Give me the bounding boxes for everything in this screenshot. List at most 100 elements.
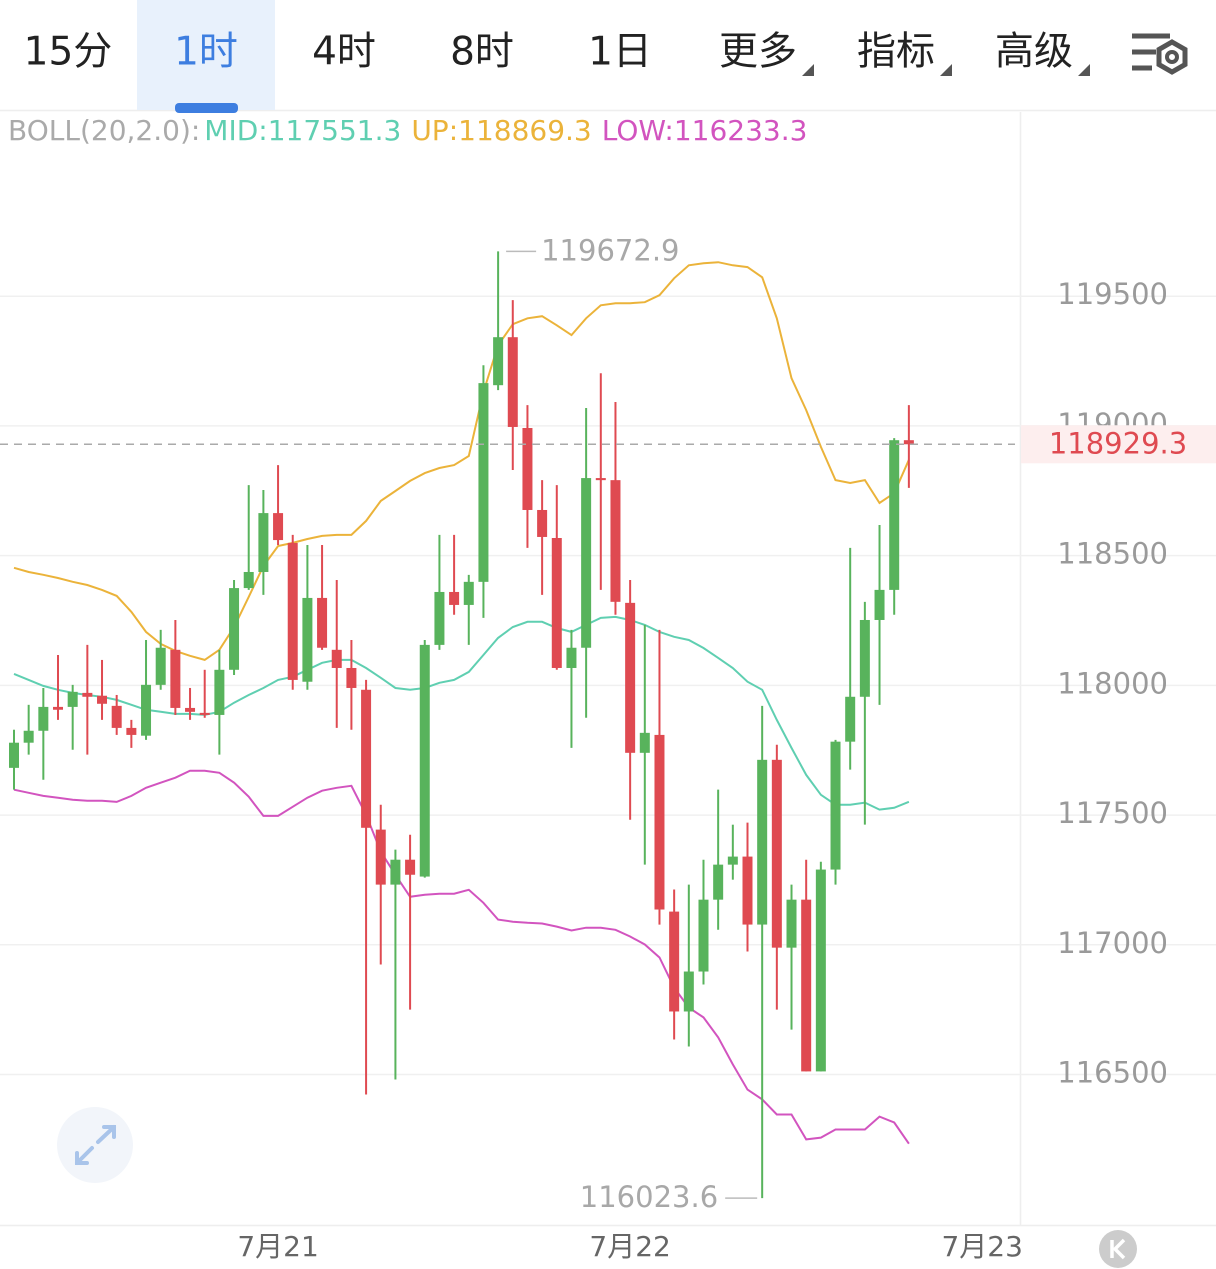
candle-body [82, 692, 93, 697]
boll-line [13, 615, 910, 811]
candle-body [302, 597, 313, 682]
latest-bg [1099, 1230, 1137, 1268]
tab-selected-bg [137, 0, 275, 110]
candle-body [551, 538, 562, 668]
candle-body [97, 695, 108, 704]
tab-bar: 15分 1时 4时 8时 1日 更多 指标 高级 [24, 0, 1090, 113]
candle-body [449, 591, 460, 605]
candle-body [170, 649, 181, 708]
candle-body [478, 383, 489, 582]
tab-label[interactable]: 15分 [24, 30, 113, 75]
icon-gear-hole [1165, 50, 1179, 64]
candle-body [727, 856, 738, 865]
candle-body [346, 667, 357, 688]
expand-button[interactable] [57, 1107, 133, 1183]
dropdown-triangle [802, 64, 814, 76]
candle-body [625, 602, 636, 753]
candle-body [214, 669, 225, 715]
tab-indicator [175, 103, 238, 113]
indicator-lines [13, 261, 910, 1145]
candle-body [874, 589, 885, 620]
candle-body [141, 684, 152, 736]
tab-label[interactable]: 更多 [719, 30, 797, 75]
candle-body [757, 759, 768, 925]
candle-body [67, 691, 78, 707]
y-tick-label: 118500 [1057, 537, 1168, 571]
y-tick-label: 117500 [1057, 796, 1168, 830]
candle-body [654, 734, 665, 910]
candle-body [903, 440, 914, 445]
scroll-latest-button[interactable] [1099, 1230, 1137, 1268]
low-label: 116023.6 [580, 1180, 718, 1214]
candle-body [639, 732, 650, 753]
candle-body [23, 730, 34, 743]
candle-body [287, 542, 298, 680]
candle-body [845, 696, 856, 742]
candle-body [53, 706, 64, 710]
boll-line [13, 261, 910, 661]
candle-body [229, 588, 240, 670]
candle-body [155, 647, 166, 685]
tab-label[interactable]: 高级 [995, 30, 1073, 75]
candle-body [375, 829, 386, 885]
candle-body [434, 591, 445, 645]
x-axis: 7月21 7月22 7月23 [237, 1230, 1023, 1263]
candle-body [566, 647, 577, 668]
candle-body [786, 899, 797, 948]
candle-body [243, 571, 254, 589]
legend-entry: MID:117551.3 [204, 114, 401, 147]
tab-label[interactable]: 8时 [450, 30, 514, 75]
indicator-legend: BOLL(20,2.0): MID:117551.3 UP:118869.3 LOW:… [8, 114, 807, 147]
candle-body [111, 705, 122, 728]
tab-label[interactable]: 4时 [312, 30, 376, 75]
candle-body [185, 707, 196, 712]
tab-label[interactable]: 指标 [857, 30, 935, 75]
candle-body [581, 478, 592, 648]
candle-body [361, 689, 372, 828]
legend-entry: LOW:116233.3 [602, 114, 808, 147]
x-tick-label: 7月23 [941, 1230, 1022, 1263]
expand-icon [75, 1125, 116, 1165]
candle-body [683, 971, 694, 1012]
last-price: 118929.3 [0, 425, 1216, 464]
candle-body [38, 706, 49, 731]
y-tick-label: 116500 [1057, 1056, 1168, 1090]
latest-icon [1110, 1238, 1126, 1260]
candle-body [405, 859, 416, 875]
candle-body [273, 513, 284, 541]
candle-body [258, 513, 269, 572]
candle-body [698, 899, 709, 972]
tab-label[interactable]: 1日 [588, 30, 652, 75]
candle-body [522, 427, 533, 510]
candle-body [126, 727, 137, 735]
y-tick-label: 118000 [1057, 666, 1168, 700]
candle-body [815, 869, 826, 1072]
candles [9, 251, 914, 1199]
candle-body [493, 337, 504, 386]
grid: 1165001170001175001180001185001190001195… [0, 277, 1216, 1090]
y-tick-label: 117000 [1057, 926, 1168, 960]
tab-label[interactable]: 1时 [174, 30, 238, 75]
dropdown-triangle [940, 64, 952, 76]
last-price-label: 118929.3 [1049, 426, 1187, 460]
settings-icon[interactable] [1132, 33, 1188, 75]
candle-body [610, 480, 621, 602]
legend-entry: UP:118869.3 [411, 114, 591, 147]
candle-body [507, 337, 518, 427]
candle-body [669, 911, 680, 1012]
candle-body [537, 509, 548, 537]
candle-body [595, 478, 606, 481]
candle-body [9, 742, 19, 768]
icon-gear [1156, 39, 1188, 75]
candle-body [463, 581, 474, 605]
high-label: 119672.9 [541, 233, 679, 267]
candle-body [390, 859, 401, 885]
candle-body [830, 741, 841, 870]
candle-body [331, 649, 342, 668]
dropdown-triangle [1078, 64, 1090, 76]
candle-body [771, 759, 782, 948]
candle-body [713, 864, 724, 900]
